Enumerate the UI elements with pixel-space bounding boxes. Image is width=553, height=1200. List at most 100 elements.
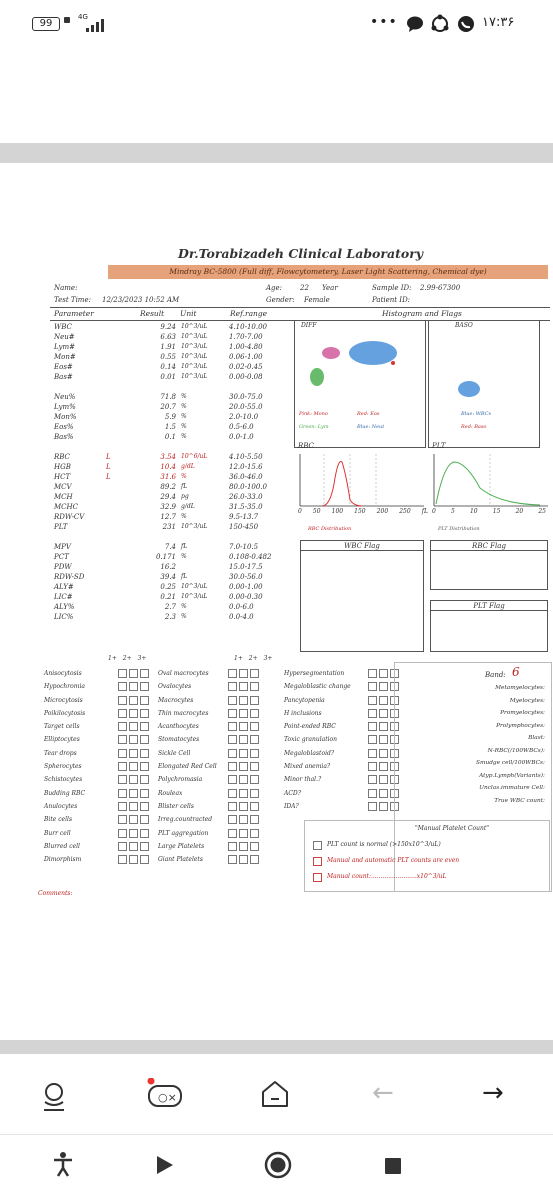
grade-checkbox[interactable] — [239, 708, 248, 718]
grade-checkbox[interactable] — [379, 735, 388, 745]
grade-checkbox[interactable] — [379, 695, 388, 705]
grade-checkbox[interactable] — [118, 855, 127, 865]
grade-checkbox[interactable] — [368, 762, 377, 772]
grade-checkbox[interactable] — [228, 748, 237, 758]
grade-checkbox[interactable] — [129, 855, 138, 865]
grade-checkbox[interactable] — [250, 762, 259, 772]
grade-checkbox[interactable] — [129, 695, 138, 705]
grade-checkbox[interactable] — [129, 788, 138, 798]
grade-checkbox[interactable] — [118, 669, 127, 678]
plt-even-checkbox[interactable] — [313, 857, 322, 866]
grade-checkbox[interactable] — [368, 788, 377, 798]
grade-checkbox[interactable] — [368, 669, 377, 678]
grade-checkbox[interactable] — [239, 722, 248, 732]
grade-checkbox[interactable] — [129, 708, 138, 718]
grade-checkbox[interactable] — [140, 841, 149, 851]
grade-checkbox[interactable] — [228, 695, 237, 705]
grade-checkbox[interactable] — [368, 682, 377, 692]
grade-checkbox[interactable] — [140, 695, 149, 705]
grade-checkbox[interactable] — [379, 775, 388, 785]
grade-checkbox[interactable] — [379, 801, 388, 811]
grade-checkbox[interactable] — [368, 775, 377, 785]
grade-checkbox[interactable] — [118, 735, 127, 745]
grade-checkbox[interactable] — [239, 682, 248, 692]
grade-checkbox[interactable] — [239, 855, 248, 865]
grade-checkbox[interactable] — [228, 788, 237, 798]
grade-checkbox[interactable] — [368, 748, 377, 758]
grade-checkbox[interactable] — [379, 722, 388, 732]
grade-checkbox[interactable] — [250, 708, 259, 718]
grade-checkbox[interactable] — [379, 669, 388, 678]
grade-checkbox[interactable] — [140, 708, 149, 718]
grade-checkbox[interactable] — [118, 748, 127, 758]
grade-checkbox[interactable] — [228, 828, 237, 838]
plt-normal-checkbox[interactable] — [313, 841, 322, 850]
grade-checkbox[interactable] — [250, 775, 259, 785]
grade-checkbox[interactable] — [239, 841, 248, 851]
grade-checkbox[interactable] — [239, 695, 248, 705]
grade-checkbox[interactable] — [368, 708, 377, 718]
grade-checkbox[interactable] — [250, 669, 259, 678]
grade-checkbox[interactable] — [379, 788, 388, 798]
grade-checkbox[interactable] — [129, 841, 138, 851]
grade-checkbox[interactable] — [239, 815, 248, 825]
grade-checkbox[interactable] — [140, 788, 149, 798]
grade-checkbox[interactable] — [379, 682, 388, 692]
grade-checkbox[interactable] — [140, 828, 149, 838]
recents-square-icon[interactable] — [384, 1157, 402, 1179]
grade-checkbox[interactable] — [368, 695, 377, 705]
grade-checkbox[interactable] — [140, 801, 149, 811]
grade-checkbox[interactable] — [140, 762, 149, 772]
grade-checkbox[interactable] — [368, 735, 377, 745]
grade-checkbox[interactable] — [368, 801, 377, 811]
grade-checkbox[interactable] — [140, 735, 149, 745]
grade-checkbox[interactable] — [379, 748, 388, 758]
grade-checkbox[interactable] — [228, 669, 237, 678]
grade-checkbox[interactable] — [379, 708, 388, 718]
grade-checkbox[interactable] — [129, 828, 138, 838]
grade-checkbox[interactable] — [140, 669, 149, 678]
grade-checkbox[interactable] — [239, 828, 248, 838]
grade-checkbox[interactable] — [250, 801, 259, 811]
grade-checkbox[interactable] — [368, 722, 377, 732]
grade-checkbox[interactable] — [239, 775, 248, 785]
grade-checkbox[interactable] — [250, 682, 259, 692]
home-circle-icon[interactable] — [264, 1151, 292, 1183]
forward-arrow-icon[interactable]: → — [482, 1078, 504, 1108]
grade-checkbox[interactable] — [250, 788, 259, 798]
grade-checkbox[interactable] — [129, 722, 138, 732]
grade-checkbox[interactable] — [239, 669, 248, 678]
grade-checkbox[interactable] — [140, 815, 149, 825]
grade-checkbox[interactable] — [250, 815, 259, 825]
grade-checkbox[interactable] — [239, 762, 248, 772]
grade-checkbox[interactable] — [140, 775, 149, 785]
game-controller-icon[interactable]: ○× — [146, 1077, 184, 1114]
grade-checkbox[interactable] — [118, 828, 127, 838]
grade-checkbox[interactable] — [129, 801, 138, 811]
grade-checkbox[interactable] — [140, 722, 149, 732]
back-arrow-icon[interactable]: ← — [372, 1078, 394, 1108]
grade-checkbox[interactable] — [250, 855, 259, 865]
grade-checkbox[interactable] — [140, 855, 149, 865]
grade-checkbox[interactable] — [118, 815, 127, 825]
grade-checkbox[interactable] — [239, 801, 248, 811]
grade-checkbox[interactable] — [129, 735, 138, 745]
grade-checkbox[interactable] — [118, 722, 127, 732]
grade-checkbox[interactable] — [228, 855, 237, 865]
play-icon[interactable] — [156, 1155, 174, 1179]
grade-checkbox[interactable] — [228, 735, 237, 745]
grade-checkbox[interactable] — [129, 669, 138, 678]
grade-checkbox[interactable] — [140, 682, 149, 692]
grade-checkbox[interactable] — [118, 841, 127, 851]
profile-icon[interactable] — [40, 1082, 68, 1116]
grade-checkbox[interactable] — [228, 762, 237, 772]
grade-checkbox[interactable] — [228, 841, 237, 851]
grade-checkbox[interactable] — [118, 801, 127, 811]
grade-checkbox[interactable] — [250, 841, 259, 851]
grade-checkbox[interactable] — [228, 775, 237, 785]
grade-checkbox[interactable] — [228, 722, 237, 732]
grade-checkbox[interactable] — [118, 775, 127, 785]
grade-checkbox[interactable] — [129, 762, 138, 772]
home-icon[interactable] — [259, 1078, 291, 1114]
grade-checkbox[interactable] — [239, 748, 248, 758]
